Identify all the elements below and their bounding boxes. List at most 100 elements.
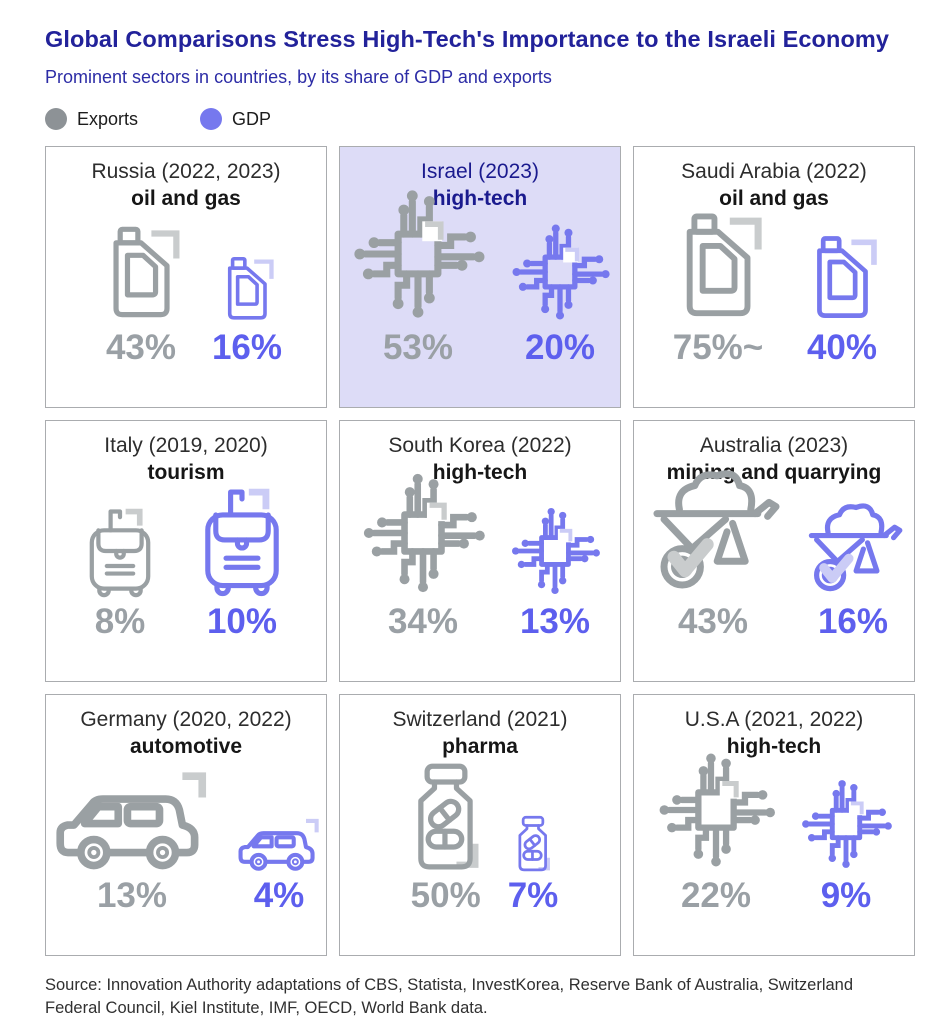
gdp-figure: 4% <box>234 816 324 913</box>
exports-figure: 50% <box>402 760 490 913</box>
panel-usa: U.S.A (2021, 2022) high-tech 22% 9% <box>633 694 915 956</box>
legend-exports-label: Exports <box>77 108 139 129</box>
figures: 43% 16% <box>46 215 326 365</box>
exports-value: 13% <box>96 876 168 916</box>
gdp-figure: 16% <box>211 253 283 365</box>
exports-value: 22% <box>680 876 752 916</box>
gdp-value: 20% <box>524 328 596 368</box>
exports-value: 53% <box>382 328 454 368</box>
panel-germany: Germany (2020, 2022) automotive 13% 4% <box>45 694 327 956</box>
gdp-figure: 9% <box>797 775 895 913</box>
country-label: Italy (2019, 2020) <box>104 434 268 457</box>
country-label: Israel (2023) <box>421 160 539 183</box>
sector-label: high-tech <box>726 735 822 759</box>
exports-value: 43% <box>677 602 749 642</box>
oil-can-icon <box>89 221 193 325</box>
gdp-value: 10% <box>206 602 278 642</box>
country-label: U.S.A (2021, 2022) <box>684 708 864 731</box>
wheelbarrow-icon <box>643 459 783 599</box>
oil-can-icon <box>211 253 283 325</box>
page-title: Global Comparisons Stress High-Tech's Im… <box>45 26 890 52</box>
sector-label: oil and gas <box>719 187 829 211</box>
exports-figure: 53% <box>347 183 489 365</box>
country-label: Germany (2020, 2022) <box>80 708 292 731</box>
wheelbarrow-icon <box>801 495 905 599</box>
country-label: South Korea (2022) <box>388 434 572 457</box>
sector-label: oil and gas <box>131 187 241 211</box>
oil-can-icon <box>659 207 777 325</box>
legend-item-gdp: GDP <box>200 108 271 130</box>
suitcase-icon <box>73 504 167 600</box>
chip-icon <box>347 183 489 325</box>
exports-value: 50% <box>410 876 481 916</box>
figures: 43% 16% <box>634 470 914 639</box>
gdp-value: 16% <box>211 328 283 368</box>
suitcase-icon <box>185 483 299 599</box>
panel-south-korea: South Korea (2022) high-tech 34% 13% <box>339 420 621 682</box>
exports-value: 34% <box>387 602 459 642</box>
chip-icon <box>653 747 779 873</box>
gdp-value: 9% <box>820 876 872 916</box>
chip-icon <box>797 775 895 873</box>
legend: Exports GDP <box>45 108 950 130</box>
pill-bottle-icon <box>402 760 490 873</box>
exports-value: 75%~ <box>672 328 764 368</box>
sector-label: pharma <box>442 735 518 759</box>
chip-icon <box>507 219 613 325</box>
oil-can-icon <box>795 231 889 325</box>
legend-item-exports: Exports <box>45 108 138 130</box>
panels-grid: Russia (2022, 2023) oil and gas 43% 16% … <box>45 146 915 956</box>
panel-switzerland: Switzerland (2021) pharma 50% 7% <box>339 694 621 956</box>
car-icon <box>48 767 216 874</box>
legend-gdp-label: GDP <box>232 108 272 129</box>
figures: 8% 10% <box>46 488 326 642</box>
gdp-figure: 13% <box>507 503 603 639</box>
sector-label: automotive <box>129 735 242 759</box>
country-label: Russia (2022, 2023) <box>91 160 281 183</box>
header: Global Comparisons Stress High-Tech's Im… <box>0 0 950 88</box>
figures: 50% 7% <box>340 763 620 913</box>
gdp-figure: 10% <box>185 483 299 639</box>
panel-saudi-arabia: Saudi Arabia (2022) oil and gas 75%~ 40% <box>633 146 915 408</box>
exports-figure: 43% <box>89 221 193 365</box>
exports-figure: 75%~ <box>659 207 777 365</box>
gdp-figure: 7% <box>507 814 559 916</box>
exports-value: 8% <box>94 602 146 642</box>
page-subtitle: Prominent sectors in countries, by its s… <box>45 67 552 87</box>
figures: 13% 4% <box>46 763 326 913</box>
exports-swatch-icon <box>45 108 67 130</box>
panel-russia: Russia (2022, 2023) oil and gas 43% 16% <box>45 146 327 408</box>
gdp-figure: 16% <box>801 495 905 639</box>
gdp-value: 7% <box>507 876 559 916</box>
panel-italy: Italy (2019, 2020) tourism 8% 10% <box>45 420 327 682</box>
pill-bottle-icon <box>510 814 556 873</box>
gdp-swatch-icon <box>200 108 223 130</box>
country-label: Saudi Arabia (2022) <box>681 160 867 183</box>
gdp-value: 13% <box>519 602 591 642</box>
gdp-figure: 40% <box>795 231 889 365</box>
gdp-figure: 20% <box>507 219 613 365</box>
gdp-value: 40% <box>806 328 878 368</box>
exports-figure: 13% <box>48 767 216 916</box>
sector-label: high-tech <box>432 187 528 211</box>
country-label: Australia (2023) <box>699 434 849 457</box>
chip-icon <box>357 467 489 599</box>
exports-figure: 43% <box>643 459 783 639</box>
country-label: Switzerland (2021) <box>392 708 568 731</box>
figures: 75%~ 40% <box>634 213 914 365</box>
source-note: Source: Innovation Authority adaptations… <box>45 976 854 1017</box>
exports-value: 43% <box>105 328 177 368</box>
figures: 34% 13% <box>340 474 620 639</box>
panel-israel: Israel (2023) high-tech 53% 20% <box>339 146 621 408</box>
sector-label: high-tech <box>432 461 528 485</box>
gdp-value: 16% <box>817 602 889 642</box>
chip-icon <box>507 503 603 599</box>
figures: 53% 20% <box>340 190 620 365</box>
panel-australia: Australia (2023) mining and quarrying 43… <box>633 420 915 682</box>
exports-figure: 34% <box>357 467 489 639</box>
figures: 22% 9% <box>634 753 914 913</box>
exports-figure: 8% <box>73 504 167 642</box>
sector-label: tourism <box>147 461 225 485</box>
exports-figure: 22% <box>653 747 779 913</box>
gdp-value: 4% <box>253 876 305 916</box>
